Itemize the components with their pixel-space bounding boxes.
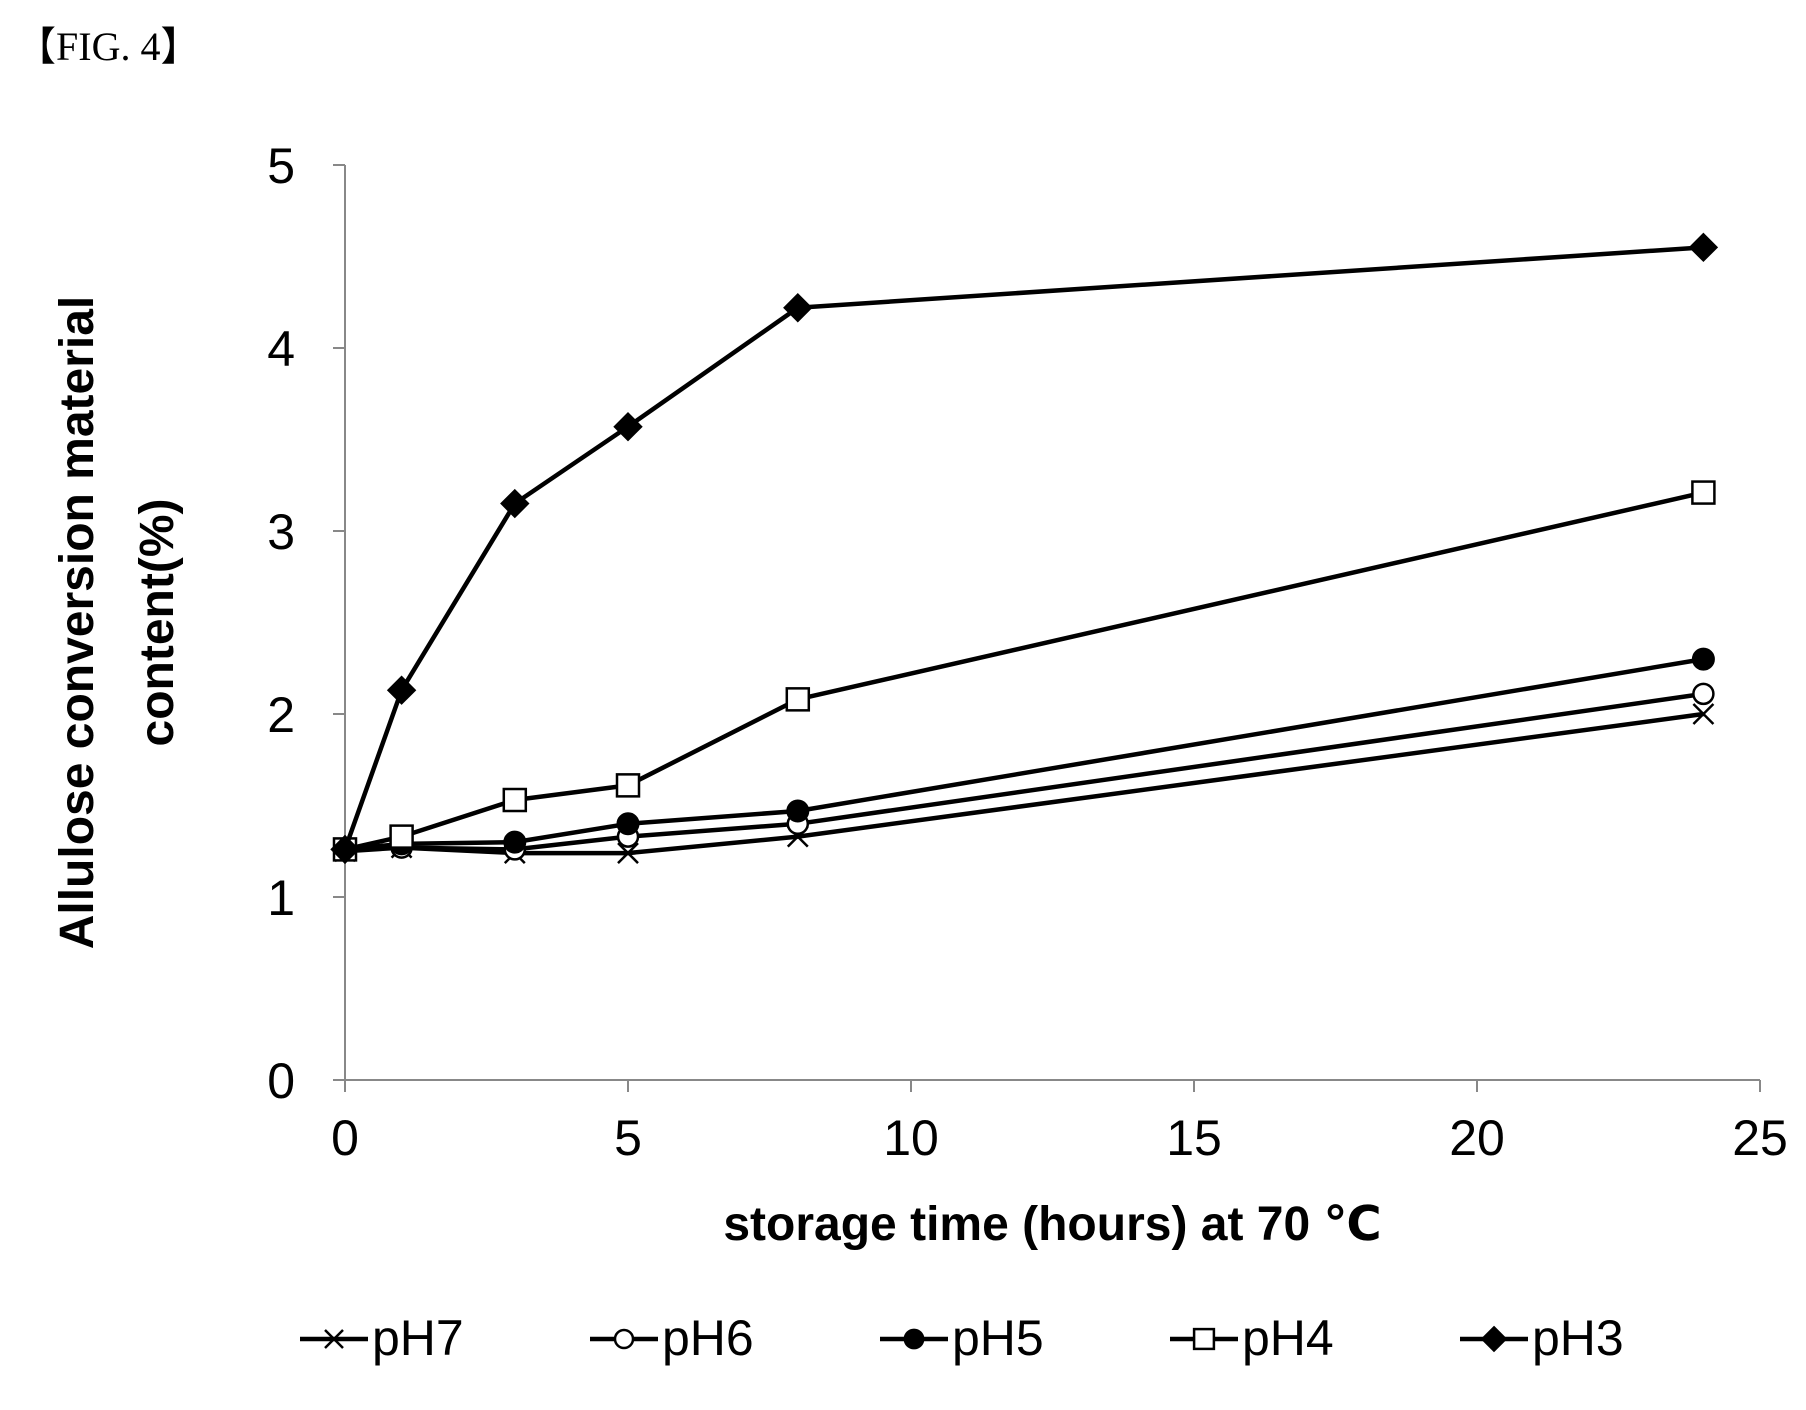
data-point — [785, 687, 811, 712]
x-tick-label: 10 — [883, 1110, 939, 1166]
x-tick-label: 15 — [1166, 1110, 1222, 1166]
data-point — [783, 293, 813, 323]
x-tick-label: 5 — [614, 1110, 642, 1166]
legend-label: pH5 — [952, 1310, 1044, 1366]
legend-label: pH3 — [1532, 1310, 1624, 1366]
legend-marker — [1480, 1325, 1508, 1353]
x-tick-label: 0 — [331, 1110, 359, 1166]
data-point — [502, 787, 528, 813]
series-line — [342, 245, 1704, 851]
legend-label: pH7 — [372, 1310, 464, 1366]
chart-series — [330, 232, 1719, 865]
data-point — [386, 675, 417, 705]
data-point — [1691, 647, 1715, 671]
data-point — [503, 830, 527, 854]
data-point — [616, 812, 640, 836]
data-point — [1691, 480, 1716, 505]
legend-item-ph3: pH3 — [1460, 1310, 1624, 1366]
legend-label: pH6 — [662, 1310, 754, 1366]
legend-item-ph6: pH6 — [590, 1310, 754, 1366]
data-point — [1692, 682, 1715, 706]
data-point — [1692, 703, 1715, 725]
chart-legend: pH7 pH6 pH5 pH4 pH3 — [300, 1310, 1624, 1366]
legend-marker — [1192, 1327, 1216, 1351]
data-point — [617, 842, 639, 864]
y-tick-label: 4 — [267, 321, 295, 377]
legend-label: pH4 — [1242, 1310, 1334, 1366]
data-point — [330, 834, 360, 865]
data-point — [389, 824, 414, 849]
y-tick-label: 2 — [267, 687, 295, 743]
legend-item-ph5: pH5 — [880, 1310, 1044, 1366]
series-line — [344, 656, 1704, 852]
y-tick-label: 1 — [267, 870, 295, 926]
series-ph5 — [333, 647, 1715, 861]
data-point — [786, 799, 810, 823]
data-point — [613, 411, 643, 442]
y-tick-label: 0 — [267, 1053, 295, 1109]
y-tick-label: 3 — [267, 504, 295, 560]
x-axis-title: storage time (hours) at 70 ℃ — [723, 1198, 1381, 1251]
legend-marker — [324, 1329, 344, 1349]
x-tick-label: 25 — [1732, 1110, 1788, 1166]
series-ph3 — [330, 232, 1719, 865]
series-ph4 — [332, 480, 1716, 862]
series-line — [344, 490, 1704, 852]
y-tick-label: 5 — [267, 138, 295, 194]
x-tick-label: 20 — [1449, 1110, 1505, 1166]
legend-item-ph7: pH7 — [300, 1310, 464, 1366]
y-axis-title-line: Allulose conversion material — [51, 296, 104, 950]
chart-axes — [344, 165, 1760, 1081]
figure-label: 【FIG. 4】 — [16, 24, 201, 69]
legend-marker — [613, 1328, 635, 1350]
y-axis-title-line: content(%) — [131, 499, 184, 747]
chart-ticks: 0 1 2 3 4 5 0 5 10 15 20 25 — [267, 138, 1788, 1166]
legend-marker — [903, 1328, 925, 1350]
series-line — [344, 711, 1704, 856]
data-point — [500, 488, 530, 519]
y-axis-title: Allulose conversion material content(%) — [51, 296, 184, 950]
legend-item-ph4: pH4 — [1170, 1310, 1334, 1366]
data-point — [615, 773, 641, 798]
data-point — [1688, 232, 1719, 263]
